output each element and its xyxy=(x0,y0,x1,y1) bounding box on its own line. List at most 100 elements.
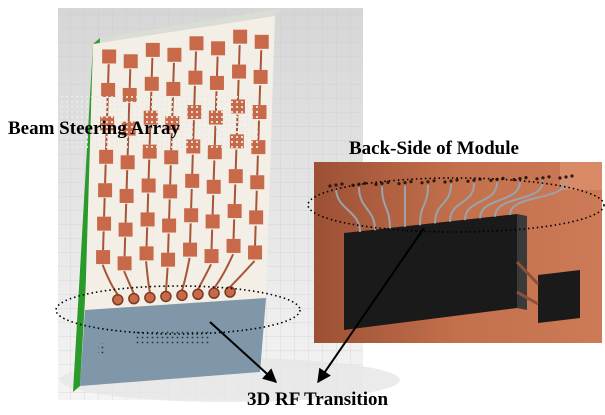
antenna-patch xyxy=(98,183,113,198)
module-via xyxy=(535,177,539,181)
module-via xyxy=(432,179,436,183)
antenna-patch xyxy=(189,36,204,51)
antenna-patch xyxy=(227,204,242,219)
module-via xyxy=(386,180,390,184)
transition-port xyxy=(128,292,140,305)
module-via xyxy=(564,175,568,179)
feed-line xyxy=(197,263,212,290)
module-via xyxy=(374,182,378,186)
feed-line xyxy=(167,233,170,253)
feed-line xyxy=(101,264,119,296)
feed-line xyxy=(229,260,256,288)
feed-line xyxy=(169,165,172,185)
antenna-patch xyxy=(183,242,198,257)
arrow-from-module xyxy=(317,227,425,384)
module-via xyxy=(518,177,522,181)
module-transition-callout xyxy=(307,177,605,233)
antenna-patch xyxy=(206,179,221,194)
feed-line xyxy=(181,257,191,291)
feed-line xyxy=(194,51,198,71)
feed-line xyxy=(150,57,154,77)
transition-port xyxy=(112,294,124,306)
feed-line xyxy=(147,159,151,179)
module-via xyxy=(449,179,453,183)
antenna-patch xyxy=(144,76,159,91)
antenna-patch xyxy=(211,41,226,56)
module-via xyxy=(512,178,516,182)
antenna-patch xyxy=(164,150,179,165)
module-via xyxy=(570,174,574,178)
feed-line xyxy=(172,62,175,82)
feed-line xyxy=(233,184,237,205)
module-via xyxy=(472,178,476,182)
feed-line xyxy=(128,69,132,88)
feed-line xyxy=(168,199,171,219)
feed-line xyxy=(212,160,216,180)
feed-line xyxy=(256,155,259,176)
antenna-patch xyxy=(163,184,178,199)
module-via xyxy=(466,179,470,183)
antenna-patch xyxy=(185,173,200,188)
module-via xyxy=(403,181,407,185)
module-via xyxy=(380,181,384,185)
feed-line xyxy=(102,231,105,251)
module-inset xyxy=(314,162,602,343)
feed-line xyxy=(238,45,241,65)
antenna-patch xyxy=(119,188,134,203)
antenna-patch xyxy=(162,218,177,233)
feed-line xyxy=(259,50,263,70)
module-via xyxy=(334,183,338,187)
module-via xyxy=(524,176,528,180)
feed-line xyxy=(211,195,215,215)
feed-line xyxy=(257,120,261,141)
antenna-patch xyxy=(139,246,154,261)
antenna-patch xyxy=(188,70,203,85)
antenna-patch xyxy=(209,75,224,90)
antenna-patch xyxy=(248,245,263,260)
antenna-patch xyxy=(140,212,155,227)
array-transition-callout xyxy=(55,285,301,335)
module-via xyxy=(443,180,447,184)
antenna-patch xyxy=(250,175,265,190)
module-via xyxy=(328,184,332,188)
arrow-from-array xyxy=(209,321,278,383)
module-via xyxy=(558,176,562,180)
transition-port xyxy=(176,289,188,302)
antenna-patch xyxy=(118,222,133,237)
module-via xyxy=(340,182,344,186)
transition-port xyxy=(160,290,172,303)
antenna-patch xyxy=(117,256,132,271)
antenna-patch xyxy=(232,64,247,79)
antenna-patch xyxy=(228,169,243,184)
transition-port xyxy=(208,287,220,299)
module-trace xyxy=(419,184,429,226)
module-trace xyxy=(335,187,361,233)
module-via xyxy=(541,176,545,180)
module-trace-group xyxy=(328,174,574,233)
label-glare xyxy=(58,96,258,148)
feed-line xyxy=(123,237,127,257)
feed-line xyxy=(254,225,257,246)
antenna-patch xyxy=(123,54,138,69)
feed-line xyxy=(234,149,238,170)
module-trace xyxy=(449,183,475,222)
transition-port xyxy=(192,288,204,300)
module-via xyxy=(455,178,459,182)
feed-line xyxy=(232,219,236,239)
antenna-patch xyxy=(249,210,264,225)
transition-port xyxy=(144,291,156,304)
module-via xyxy=(426,180,430,184)
feed-line xyxy=(255,190,258,211)
feed-line xyxy=(145,227,149,247)
module-via xyxy=(409,180,413,184)
feed-line xyxy=(210,229,214,250)
module-via xyxy=(420,181,424,185)
module-trace xyxy=(434,183,452,224)
antenna-patch xyxy=(97,216,112,231)
feed-line xyxy=(125,170,129,189)
feed-line xyxy=(215,56,219,76)
antenna-patch xyxy=(184,208,199,223)
antenna-patch xyxy=(207,145,222,160)
feed-line xyxy=(103,197,106,217)
